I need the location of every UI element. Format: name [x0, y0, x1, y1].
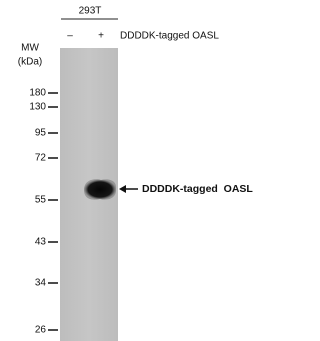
- marker-label: 26: [35, 325, 47, 336]
- marker-label: 130: [29, 102, 46, 113]
- lane-label: +: [98, 31, 104, 42]
- marker-label: 55: [35, 195, 47, 206]
- arrow-head: [119, 185, 126, 193]
- treatment-label: DDDDK-tagged OASL: [120, 31, 219, 42]
- marker-label: 95: [35, 128, 47, 139]
- marker-label: 72: [35, 153, 47, 164]
- band-label: DDDDK-tagged OASL: [142, 183, 253, 195]
- marker-label: 180: [29, 88, 46, 99]
- protein-band: [84, 179, 116, 199]
- cell-line: 293T: [79, 6, 102, 17]
- marker-ladder: 180 130 95 72 55 43 34 26: [29, 88, 58, 336]
- blot-figure: 293T – + DDDDK-tagged OASL MW (kDa) DDDD…: [0, 0, 278, 341]
- marker-label: 34: [35, 278, 47, 289]
- marker-label: 43: [35, 237, 47, 248]
- mw-label: MW: [21, 43, 39, 54]
- lane-label: –: [67, 31, 73, 42]
- mw-unit: (kDa): [18, 57, 42, 68]
